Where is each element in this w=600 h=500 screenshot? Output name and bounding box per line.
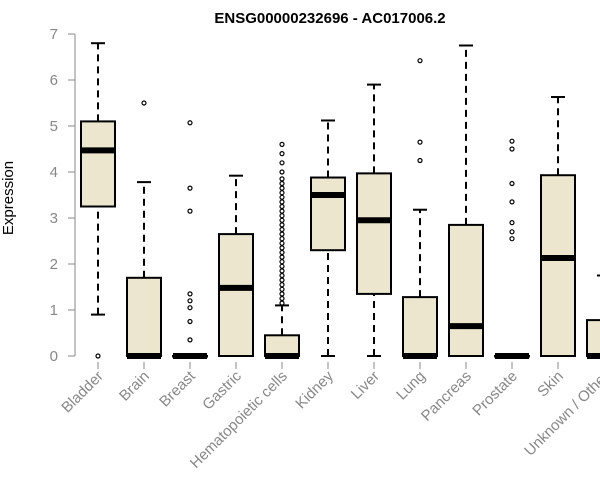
- outlier-point: [187, 208, 193, 214]
- x-tick-label: Bladder: [58, 368, 107, 417]
- outlier-point: [509, 180, 515, 187]
- outlier-point: [279, 222, 285, 228]
- outlier-point: [279, 199, 285, 205]
- outlier-point: [509, 146, 515, 152]
- outlier-point: [279, 213, 285, 219]
- y-tick-label: 6: [50, 72, 58, 89]
- outlier-point: [187, 298, 193, 304]
- x-tick-label: Gastric: [199, 367, 245, 413]
- outlier-point: [417, 139, 423, 145]
- outlier-point: [279, 263, 285, 269]
- x-tick-label: Kidney: [292, 367, 337, 412]
- outlier-point: [279, 249, 285, 256]
- outlier-point: [509, 229, 515, 235]
- x-tick-label: Brain: [116, 368, 153, 405]
- outlier-point: [279, 277, 285, 283]
- outlier-point: [279, 141, 285, 147]
- outlier-point: [279, 282, 285, 288]
- outlier-point: [279, 254, 285, 260]
- outlier-point: [279, 151, 285, 157]
- box-bladder: [80, 42, 116, 359]
- outlier-point: [279, 245, 285, 251]
- x-tick-label: Breast: [156, 367, 199, 410]
- outlier-point: [417, 157, 423, 164]
- box-liver: [356, 83, 392, 357]
- y-tick-label: 3: [50, 210, 58, 227]
- x-tick-label: Pancreas: [418, 368, 475, 425]
- box-body: [80, 120, 116, 208]
- x-tick-label: Prostate: [469, 368, 521, 420]
- outlier-point: [279, 208, 285, 214]
- x-tick-label: Skin: [534, 368, 567, 401]
- boxes-group: [80, 42, 600, 359]
- outlier-point: [279, 180, 285, 187]
- box-body: [540, 174, 576, 357]
- outlier-point: [279, 300, 285, 306]
- y-tick-label: 2: [50, 256, 58, 273]
- box-kidney: [310, 119, 346, 357]
- outlier-point: [509, 236, 515, 242]
- outlier-point: [279, 295, 285, 302]
- box-body: [218, 233, 254, 358]
- box-unknown-other: [586, 274, 600, 359]
- outlier-point: [279, 176, 285, 182]
- box-prostate: [494, 138, 530, 359]
- y-axis-label: Expression: [0, 161, 17, 235]
- outlier-point: [509, 138, 515, 144]
- outlier-point: [279, 203, 285, 210]
- outlier-point: [279, 185, 285, 191]
- box-pancreas: [448, 44, 484, 357]
- box-breast: [172, 120, 208, 359]
- outlier-point: [279, 268, 285, 274]
- box-body: [264, 334, 300, 357]
- box-body: [356, 172, 392, 295]
- outlier-point: [279, 291, 285, 297]
- outlier-point: [279, 194, 285, 200]
- outlier-point: [95, 353, 101, 359]
- outlier-point: [279, 217, 285, 223]
- box-gastric: [218, 174, 254, 358]
- outlier-point: [279, 226, 285, 233]
- box-lung: [402, 58, 438, 359]
- outlier-point: [187, 120, 193, 126]
- outlier-point: [141, 100, 147, 106]
- outlier-point: [509, 220, 515, 226]
- y-tick-label: 5: [50, 118, 58, 135]
- outlier-point: [279, 240, 285, 246]
- outlier-point: [417, 58, 423, 64]
- y-tick-label: 7: [50, 26, 58, 43]
- y-tick-label: 4: [50, 164, 58, 181]
- box-body: [402, 296, 438, 357]
- outlier-point: [187, 291, 193, 297]
- outlier-point: [279, 231, 285, 237]
- outlier-point: [187, 337, 193, 343]
- box-hematopoietic-cells: [264, 141, 300, 359]
- outlier-point: [279, 169, 285, 175]
- box-body: [126, 276, 162, 357]
- outlier-point: [279, 190, 285, 196]
- outlier-point: [509, 199, 515, 205]
- box-body: [448, 223, 484, 357]
- outlier-point: [279, 236, 285, 242]
- outlier-point: [187, 305, 193, 311]
- outlier-point: [279, 286, 285, 292]
- y-tick-label: 1: [50, 302, 58, 319]
- chart-title: ENSG00000232696 - AC017006.2: [214, 10, 445, 27]
- outlier-point: [279, 272, 285, 279]
- y-tick-label: 0: [50, 348, 58, 365]
- box-brain: [126, 100, 162, 359]
- y-axis-ticks: 0 1 2 3 4 5 6 7: [50, 26, 75, 365]
- x-tick-label: Lung: [393, 368, 429, 404]
- box-body: [310, 176, 346, 252]
- outlier-point: [187, 318, 193, 325]
- outlier-point: [187, 185, 193, 191]
- box-skin: [540, 96, 576, 357]
- box-body: [586, 319, 600, 357]
- outlier-point: [279, 259, 285, 265]
- outlier-point: [279, 160, 285, 166]
- x-tick-label: Liver: [348, 368, 383, 403]
